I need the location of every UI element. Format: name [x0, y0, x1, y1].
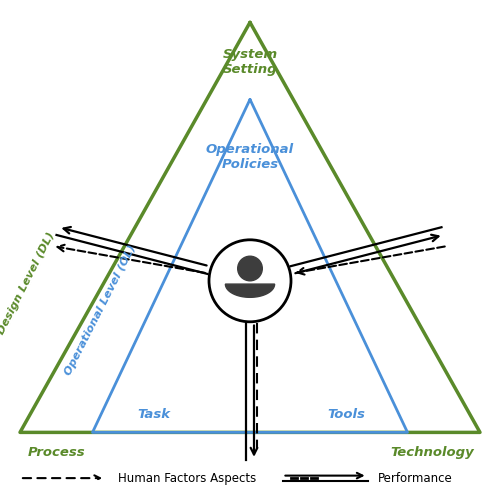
Text: Performance: Performance — [378, 472, 452, 485]
Text: Task: Task — [138, 409, 170, 421]
Text: Tools: Tools — [328, 409, 366, 421]
Text: System
Setting: System Setting — [222, 48, 278, 76]
Text: Operational
Policies: Operational Policies — [206, 143, 294, 170]
Text: Design Level (DL): Design Level (DL) — [0, 231, 56, 336]
Text: Technology: Technology — [390, 446, 474, 459]
Polygon shape — [226, 284, 274, 297]
Circle shape — [238, 256, 262, 281]
Text: Operational Level (OL): Operational Level (OL) — [62, 244, 138, 378]
Text: Process: Process — [28, 446, 85, 459]
Text: Human Factors Aspects: Human Factors Aspects — [118, 472, 256, 485]
